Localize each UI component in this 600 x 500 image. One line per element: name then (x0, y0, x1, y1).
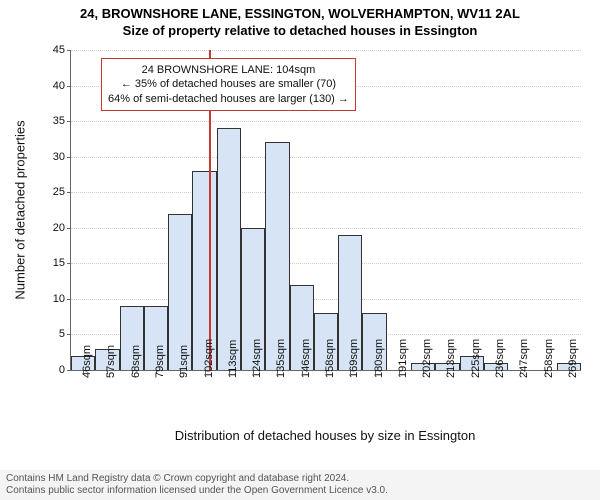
x-tick-label: 269sqm (567, 339, 579, 378)
grid-line (71, 192, 581, 193)
y-axis-label: Number of detached properties (13, 120, 28, 299)
y-tick-label: 20 (53, 222, 71, 234)
y-tick-label: 35 (53, 115, 71, 127)
footer-line-1: Contains HM Land Registry data © Crown c… (6, 473, 594, 485)
x-tick-label: 191sqm (397, 339, 409, 378)
title-line-2: Size of property relative to detached ho… (0, 23, 600, 40)
x-tick-label: 135sqm (275, 339, 287, 378)
grid-line (71, 228, 581, 229)
y-tick-label: 40 (53, 80, 71, 92)
y-tick-label: 5 (59, 328, 71, 340)
x-tick-label: 225sqm (470, 339, 482, 378)
y-tick-label: 15 (53, 257, 71, 269)
plot-area: 24 BROWNSHORE LANE: 104sqm ← 35% of deta… (70, 50, 581, 371)
y-tick-label: 30 (53, 151, 71, 163)
x-tick-label: 68sqm (130, 345, 142, 378)
grid-line (71, 50, 581, 51)
x-tick-label: 46sqm (81, 345, 93, 378)
histogram-bar (265, 142, 289, 370)
grid-line (71, 157, 581, 158)
legend-line-2: ← 35% of detached houses are smaller (70… (108, 77, 349, 91)
x-tick-label: 146sqm (300, 339, 312, 378)
x-tick-label: 79sqm (154, 345, 166, 378)
chart-container: 24, BROWNSHORE LANE, ESSINGTON, WOLVERHA… (0, 0, 600, 500)
chart-title: 24, BROWNSHORE LANE, ESSINGTON, WOLVERHA… (0, 0, 600, 40)
grid-line (71, 263, 581, 264)
x-axis-label: Distribution of detached houses by size … (175, 428, 476, 443)
legend-line-3: 64% of semi-detached houses are larger (… (108, 92, 349, 106)
x-tick-label: 57sqm (105, 345, 117, 378)
x-tick-label: 180sqm (373, 339, 385, 378)
y-tick-label: 0 (59, 364, 71, 376)
title-line-1: 24, BROWNSHORE LANE, ESSINGTON, WOLVERHA… (0, 6, 600, 23)
grid-line (71, 121, 581, 122)
x-tick-label: 169sqm (348, 339, 360, 378)
footer-attribution: Contains HM Land Registry data © Crown c… (0, 470, 600, 500)
grid-line (71, 299, 581, 300)
x-tick-label: 236sqm (494, 339, 506, 378)
x-tick-label: 91sqm (178, 345, 190, 378)
x-tick-label: 102sqm (203, 339, 215, 378)
legend-box: 24 BROWNSHORE LANE: 104sqm ← 35% of deta… (101, 58, 356, 111)
x-tick-label: 202sqm (421, 339, 433, 378)
histogram-bar (217, 128, 241, 370)
y-tick-label: 10 (53, 293, 71, 305)
x-tick-label: 247sqm (518, 339, 530, 378)
x-tick-label: 113sqm (227, 340, 239, 378)
y-tick-label: 25 (53, 186, 71, 198)
x-tick-label: 258sqm (543, 339, 555, 378)
x-tick-label: 213sqm (445, 339, 457, 378)
footer-line-2: Contains public sector information licen… (6, 485, 594, 497)
y-tick-label: 45 (53, 44, 71, 56)
x-tick-label: 158sqm (324, 339, 336, 378)
x-tick-label: 124sqm (251, 339, 263, 378)
legend-line-1: 24 BROWNSHORE LANE: 104sqm (108, 63, 349, 77)
